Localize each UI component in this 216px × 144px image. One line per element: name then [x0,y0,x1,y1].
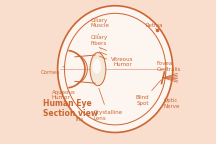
Text: Crystalline
Lens: Crystalline Lens [94,88,123,121]
Text: Human Eye
Section view: Human Eye Section view [43,99,98,118]
Text: Cornea: Cornea [40,66,65,74]
Text: Optic
Nerve: Optic Nerve [163,98,179,109]
Text: Retina: Retina [145,23,163,30]
Text: Vitreous
Humor: Vitreous Humor [111,56,134,67]
Text: Iris: Iris [75,117,83,122]
Ellipse shape [90,53,106,86]
Text: Blind
Spot: Blind Spot [136,80,161,106]
Text: Ciliary
Fibers: Ciliary Fibers [91,35,108,49]
Text: Aqueous
Humor: Aqueous Humor [52,90,76,101]
Ellipse shape [58,6,173,132]
Ellipse shape [92,59,101,74]
Text: Ciliary
Muscle: Ciliary Muscle [91,18,110,35]
Text: Fovea
Centralis: Fovea Centralis [157,61,181,72]
